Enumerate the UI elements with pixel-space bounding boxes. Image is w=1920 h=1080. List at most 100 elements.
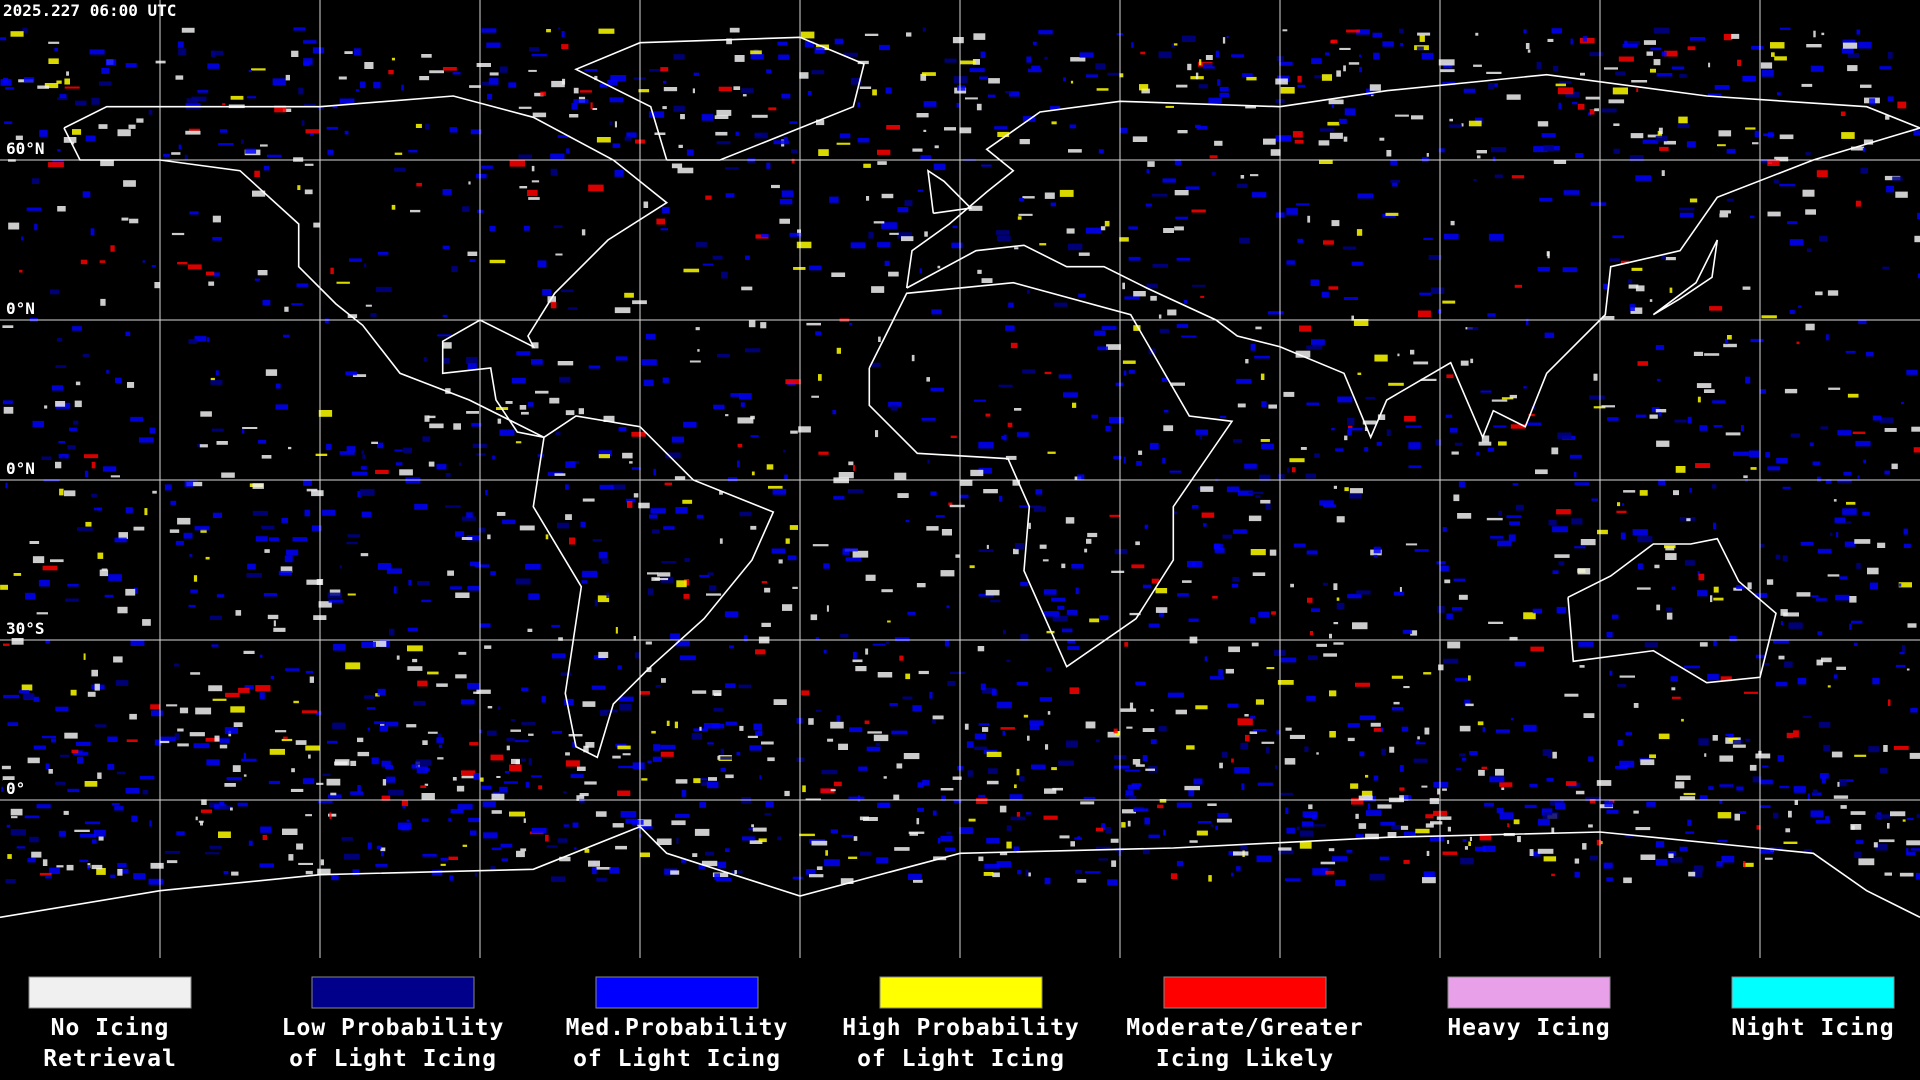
icing-patch xyxy=(1656,73,1673,77)
icing-patch xyxy=(1484,802,1494,807)
icing-patch xyxy=(407,645,423,652)
icing-patch xyxy=(784,474,788,480)
icing-patch xyxy=(177,517,191,525)
icing-patch xyxy=(802,785,806,793)
icing-patch xyxy=(546,29,551,33)
icing-patch xyxy=(1677,123,1690,129)
icing-patch xyxy=(1358,823,1367,829)
icing-patch xyxy=(1083,796,1096,799)
icing-patch xyxy=(1373,728,1383,732)
icing-patch xyxy=(937,265,941,269)
icing-patch xyxy=(1850,824,1862,830)
icing-patch xyxy=(452,72,461,75)
icing-patch xyxy=(749,745,761,751)
icing-patch xyxy=(1858,858,1875,866)
icing-patch xyxy=(675,640,690,647)
icing-patch xyxy=(1429,836,1445,842)
icing-patch xyxy=(380,847,386,852)
icing-patch xyxy=(968,205,983,211)
icing-patch xyxy=(1225,668,1234,674)
icing-patch xyxy=(1347,737,1355,742)
icing-patch xyxy=(1128,226,1138,230)
icing-patch xyxy=(225,692,240,698)
icing-patch xyxy=(1285,727,1292,731)
icing-patch xyxy=(186,98,199,103)
icing-patch xyxy=(1538,818,1550,826)
icing-patch xyxy=(45,763,50,770)
icing-patch xyxy=(58,441,66,443)
icing-patch xyxy=(629,461,633,464)
icing-patch xyxy=(1807,793,1810,800)
icing-patch xyxy=(188,128,200,133)
icing-patch xyxy=(1798,305,1802,308)
icing-patch xyxy=(551,653,566,659)
icing-patch xyxy=(1095,63,1105,70)
icing-patch xyxy=(1606,877,1613,882)
icing-patch xyxy=(588,860,600,867)
icing-patch xyxy=(1481,435,1490,443)
icing-patch xyxy=(51,385,63,391)
icing-patch xyxy=(1182,35,1196,42)
icing-patch xyxy=(1043,815,1058,820)
icing-patch xyxy=(82,191,91,198)
icing-patch xyxy=(352,869,360,876)
icing-patch xyxy=(1392,182,1398,187)
icing-patch xyxy=(1899,651,1905,655)
icing-patch xyxy=(946,831,951,835)
icing-patch xyxy=(338,76,347,80)
icing-patch xyxy=(1150,295,1157,301)
icing-patch xyxy=(111,803,120,806)
icing-patch xyxy=(565,461,576,468)
icing-patch xyxy=(1679,846,1688,851)
icing-patch xyxy=(927,459,930,464)
icing-patch xyxy=(1637,563,1643,570)
icing-patch xyxy=(1016,432,1029,437)
icing-patch xyxy=(282,108,292,112)
icing-patch xyxy=(1244,714,1249,717)
icing-patch xyxy=(1113,728,1118,734)
icing-patch xyxy=(127,382,135,388)
icing-patch xyxy=(484,645,492,649)
icing-patch xyxy=(252,190,266,197)
icing-patch xyxy=(1101,823,1106,830)
icing-patch xyxy=(36,612,48,615)
icing-patch xyxy=(755,731,763,736)
icing-patch xyxy=(304,189,313,195)
icing-patch xyxy=(1355,813,1359,819)
icing-patch xyxy=(388,789,404,796)
icing-patch xyxy=(1764,857,1773,860)
icing-patch xyxy=(1574,482,1590,486)
icing-patch xyxy=(27,757,40,764)
icing-patch xyxy=(692,690,707,694)
icing-patch xyxy=(852,659,863,663)
icing-patch xyxy=(1342,246,1357,250)
icing-patch xyxy=(559,856,571,862)
icing-patch xyxy=(1311,608,1320,612)
icing-patch xyxy=(978,468,992,474)
icing-patch xyxy=(1580,72,1585,76)
icing-patch xyxy=(1121,822,1126,828)
icing-patch xyxy=(569,114,579,118)
icing-patch xyxy=(637,825,653,829)
icing-patch xyxy=(133,873,146,880)
icing-patch xyxy=(1875,843,1888,851)
icing-patch xyxy=(374,721,386,725)
icing-patch xyxy=(1052,615,1068,622)
icing-patch xyxy=(519,405,527,410)
icing-patch xyxy=(437,334,452,337)
icing-patch xyxy=(1806,44,1822,48)
icing-patch xyxy=(1777,755,1784,762)
icing-patch xyxy=(375,693,380,697)
icing-patch xyxy=(1408,442,1421,449)
icing-patch xyxy=(315,711,322,715)
icing-patch xyxy=(194,526,210,531)
icing-patch xyxy=(1742,286,1751,290)
icing-patch xyxy=(61,456,66,459)
icing-patch xyxy=(1653,59,1661,66)
icing-patch xyxy=(1629,304,1635,311)
icing-patch xyxy=(1000,727,1015,730)
icing-patch xyxy=(117,129,131,137)
icing-patch xyxy=(582,701,596,707)
icing-patch xyxy=(341,837,353,841)
